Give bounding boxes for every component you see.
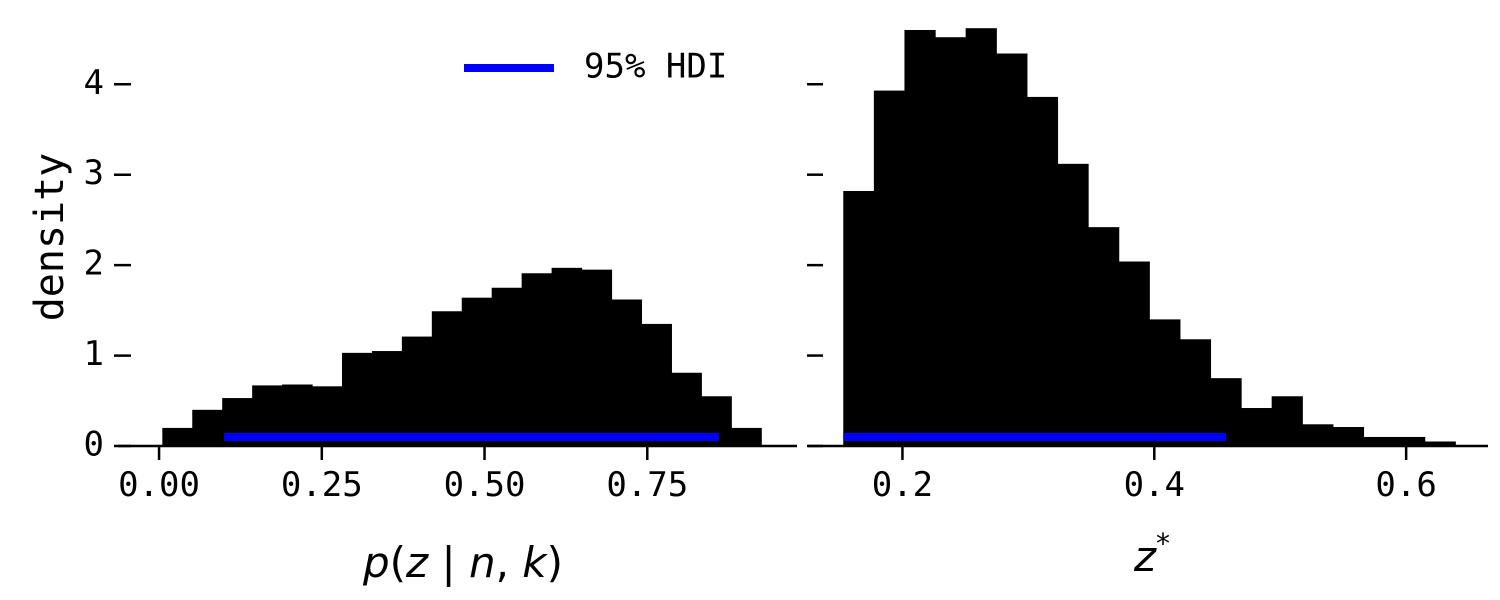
x-tick-label: 0.00	[118, 465, 200, 505]
x-tick-label: 0.50	[444, 465, 526, 505]
left-x-axis-label: p(z | n, k)	[362, 538, 563, 587]
histogram-bar	[461, 297, 493, 446]
histogram-bar	[491, 287, 523, 446]
histogram-bar	[581, 269, 613, 446]
histogram-bar	[1026, 96, 1059, 446]
legend-hdi-label: 95% HDI	[584, 47, 727, 87]
histogram-bar	[731, 427, 762, 446]
right-panel: 0.2 0.4 0.6 z*	[807, 28, 1488, 581]
histogram-bar	[1088, 227, 1120, 446]
histogram-bar	[401, 336, 433, 446]
right-x-axis-label: z*	[1133, 527, 1170, 581]
histogram-bar	[873, 90, 906, 446]
y-axis-label: density	[27, 153, 73, 322]
histogram-bar	[1271, 396, 1303, 446]
left-x-ticks: 0.00 0.25 0.50 0.75	[118, 446, 688, 505]
y-tick-label: 1	[84, 334, 104, 374]
histogram-bar	[1363, 436, 1395, 446]
histogram-bar	[431, 311, 463, 446]
histogram-bar	[162, 427, 193, 446]
histogram-bar	[371, 351, 403, 446]
x-tick-label: 0.2	[872, 465, 933, 505]
right-histogram-bars	[843, 28, 1456, 447]
histogram-bar	[641, 323, 672, 446]
legend: 95% HDI	[464, 47, 727, 87]
histogram-bar	[1057, 163, 1089, 446]
histogram-bar	[843, 190, 875, 446]
histogram-bar	[551, 267, 583, 446]
histogram-bar	[965, 28, 997, 446]
x-tick-label: 0.4	[1124, 465, 1185, 505]
histogram-bar	[611, 299, 643, 446]
y-tick-label: 4	[84, 63, 104, 103]
histogram-bar	[1118, 261, 1150, 446]
histogram-bar	[1302, 424, 1334, 446]
y-tick-label: 0	[84, 425, 104, 465]
left-histogram-bars	[162, 267, 762, 446]
histogram-bar	[192, 409, 223, 446]
histogram-bar	[341, 352, 373, 446]
x-tick-label: 0.25	[281, 465, 363, 505]
histogram-bar	[1241, 408, 1273, 446]
histogram-bar	[1394, 436, 1426, 446]
histogram-bar	[935, 37, 967, 447]
y-tick-label: 2	[84, 244, 104, 284]
left-y-ticks: 0 1 2 3 4	[84, 63, 131, 465]
left-panel: 0.00 0.25 0.50 0.75 0 1 2 3 4 95% HDI p(z | n, …	[84, 47, 797, 587]
histogram-bar	[521, 273, 553, 446]
y-tick-label: 3	[84, 153, 104, 193]
x-tick-label: 0.6	[1375, 465, 1436, 505]
histogram-bar	[904, 30, 936, 446]
right-x-ticks: 0.2 0.4 0.6	[872, 446, 1437, 505]
histogram-bar	[996, 53, 1028, 447]
histogram-bar	[1424, 441, 1456, 446]
x-tick-label: 0.75	[606, 465, 688, 505]
right-y-ticks	[807, 83, 823, 448]
histogram-bar	[1179, 339, 1212, 446]
histogram-bar	[1149, 319, 1181, 446]
histogram-bar	[1332, 427, 1365, 446]
